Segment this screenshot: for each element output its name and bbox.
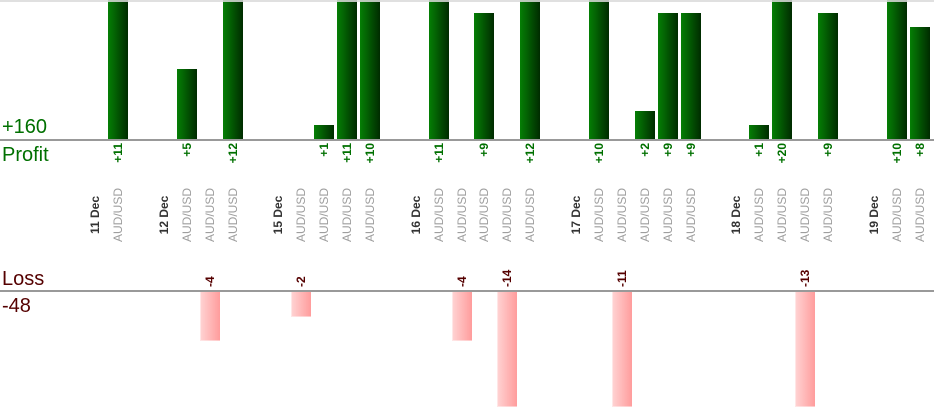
symbol-label: AUD/USD	[179, 187, 194, 243]
profit-bar	[749, 125, 770, 139]
symbol-label: AUD/USD	[317, 187, 332, 243]
loss-bar	[611, 292, 632, 407]
symbol-label: AUD/USD	[752, 187, 767, 243]
profit-bar	[772, 0, 793, 139]
symbol-label: AUD/USD	[454, 187, 469, 243]
loss-value-label: -2	[294, 276, 309, 287]
symbol-label: AUD/USD	[523, 187, 538, 243]
profit-value-label: +10	[362, 143, 377, 164]
profit-value-label: +2	[637, 143, 652, 157]
loss-axis-title: Loss	[2, 268, 45, 290]
profit-value-label: +9	[820, 143, 835, 157]
profit-bar	[909, 27, 930, 139]
loss-bar	[795, 292, 815, 407]
profit-bar	[176, 69, 197, 139]
profit-value-label: +9	[660, 143, 675, 157]
date-label: 15 Dec	[271, 195, 286, 235]
symbol-label: AUD/USD	[340, 187, 354, 243]
date-label: 12 Dec	[156, 195, 171, 235]
date-label: 11 Dec	[88, 195, 103, 235]
profit-value-label: +9	[477, 143, 492, 157]
profit-value-label: +12	[225, 143, 240, 164]
loss-bar	[199, 292, 220, 341]
profit-bar	[337, 0, 357, 139]
profit-bar	[680, 13, 701, 139]
profit-bar	[314, 125, 335, 139]
loss-bar	[291, 292, 312, 317]
profit-value-label: +1	[752, 143, 767, 157]
profit-value-label: +8	[912, 143, 927, 157]
symbol-label: AUD/USD	[477, 187, 492, 243]
profit-bar	[588, 0, 609, 139]
symbol-label: AUD/USD	[637, 187, 652, 243]
symbol-label: AUD/USD	[202, 187, 217, 243]
symbol-label: AUD/USD	[431, 187, 446, 243]
symbol-label: AUD/USD	[294, 187, 309, 243]
symbol-label: AUD/USD	[362, 187, 377, 243]
profit-value-label: +5	[179, 143, 194, 157]
date-label: 16 Dec	[408, 195, 423, 235]
date-label: 19 Dec	[866, 195, 881, 235]
symbol-label: AUD/USD	[775, 187, 790, 243]
symbol-label: AUD/USD	[591, 187, 606, 243]
profit-total-label: +160	[2, 116, 48, 138]
symbol-label: AUD/USD	[500, 187, 515, 243]
loss-bar	[451, 292, 472, 341]
profit-bar	[474, 13, 495, 139]
loss-value-label: -4	[202, 276, 217, 287]
profit-value-label: +11	[111, 143, 125, 163]
loss-value-label: -4	[454, 276, 469, 287]
profit-value-label: +10	[591, 143, 606, 164]
symbol-label: AUD/USD	[889, 187, 904, 243]
profit-axis-title: Profit	[2, 144, 49, 166]
symbol-label: AUD/USD	[683, 187, 698, 243]
profit-value-label: +12	[523, 143, 538, 164]
loss-value-label: -11	[614, 270, 629, 287]
loss-axis-line	[0, 290, 934, 292]
profit-value-label: +11	[431, 143, 446, 163]
profit-bar	[359, 0, 380, 139]
symbol-label: AUD/USD	[820, 187, 835, 243]
profit-value-label: +10	[889, 143, 904, 164]
top-gridline	[0, 0, 934, 2]
profit-bar	[222, 0, 243, 139]
profit-axis-line	[0, 139, 934, 141]
symbol-label: AUD/USD	[912, 187, 927, 243]
symbol-label: AUD/USD	[225, 187, 240, 243]
symbol-label: AUD/USD	[614, 187, 629, 243]
loss-value-label: -13	[798, 269, 812, 287]
profit-value-label: +1	[317, 143, 332, 157]
symbol-label: AUD/USD	[111, 187, 125, 243]
profit-value-label: +20	[775, 143, 790, 164]
date-label: 17 Dec	[569, 195, 583, 235]
date-label: 18 Dec	[729, 195, 744, 235]
profit-value-label: +11	[340, 143, 354, 163]
profit-bar	[657, 13, 678, 139]
profit-bar	[634, 111, 655, 139]
profit-bar	[108, 0, 128, 139]
loss-value-label: -14	[500, 269, 515, 287]
profit-bar	[520, 0, 541, 139]
symbol-label: AUD/USD	[660, 187, 675, 243]
loss-total-label: -48	[2, 295, 31, 317]
profit-bar	[886, 0, 907, 139]
profit-bar	[817, 13, 838, 139]
profit-value-label: +9	[683, 143, 698, 157]
profit-bar	[428, 0, 449, 139]
symbol-label: AUD/USD	[798, 187, 812, 243]
loss-bar	[497, 292, 518, 407]
